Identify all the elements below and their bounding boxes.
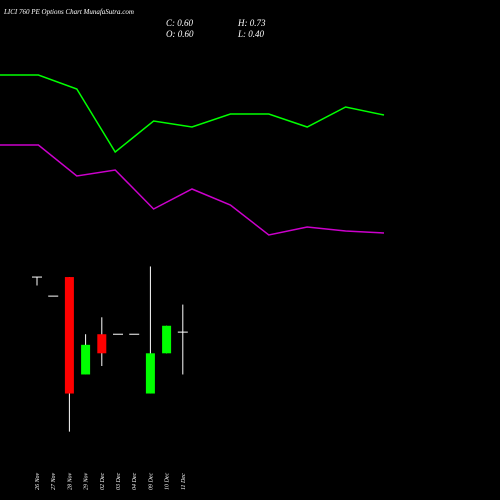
x-tick-label: 10 Dec — [165, 473, 171, 490]
x-tick-label: 09 Dec — [148, 473, 154, 490]
x-tick-label: 02 Dec — [100, 473, 106, 490]
x-tick-label: 03 Dec — [116, 473, 122, 490]
candle-body — [97, 334, 107, 354]
x-tick-label: 29 Nov — [84, 472, 90, 490]
info-low: L: 0.40 — [237, 29, 265, 39]
candle-body — [145, 353, 155, 394]
x-tick-label: 04 Dec — [131, 473, 138, 490]
indicator-line — [0, 74, 385, 154]
x-tick-label: 11 Dec — [181, 473, 187, 490]
x-tick-label: 27 Nov — [51, 472, 57, 490]
info-close: C: 0.60 — [166, 18, 194, 28]
x-tick-label: 28 Nov — [67, 472, 73, 490]
indicator-line — [0, 144, 385, 236]
candle-body — [81, 344, 91, 375]
candle-body — [64, 277, 74, 394]
info-open: O: 0.60 — [166, 29, 194, 39]
candle-body — [162, 325, 172, 354]
chart-title: LICI 760 PE Options Chart MunafaSutra.co… — [3, 8, 134, 16]
info-high: H: 0.73 — [237, 18, 266, 28]
x-tick-label: 26 Nov — [35, 472, 41, 490]
